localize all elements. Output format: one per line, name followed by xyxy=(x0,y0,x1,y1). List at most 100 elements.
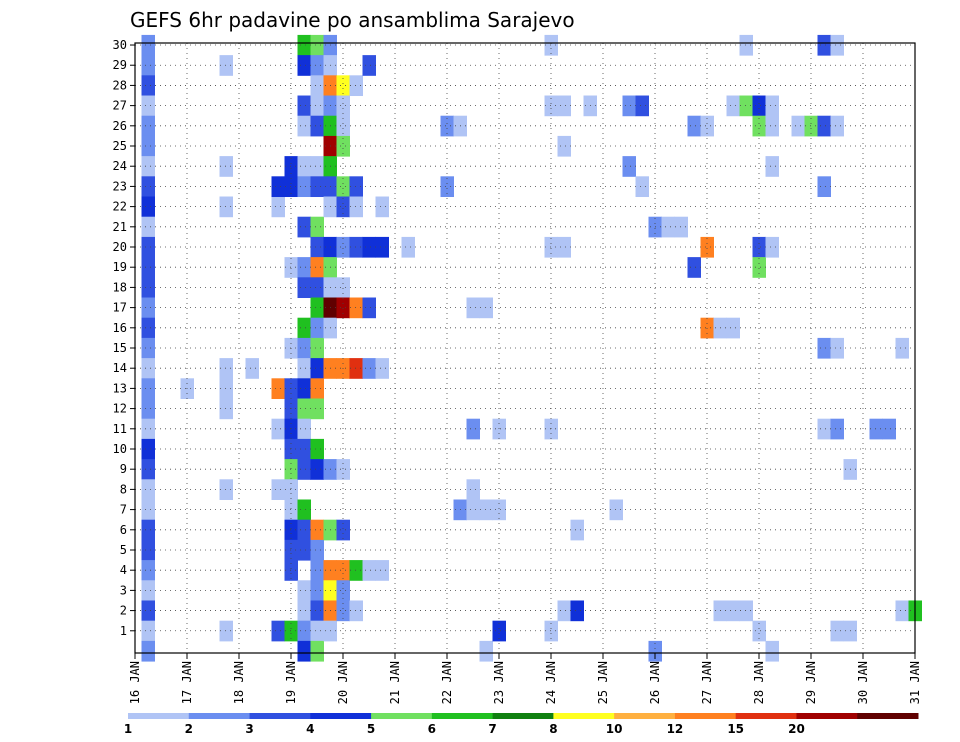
heatmap-cell xyxy=(622,95,636,117)
colorbar-swatch xyxy=(614,713,676,719)
y-tick-label: 24 xyxy=(113,159,127,173)
x-tick-label: 22 JAN xyxy=(440,661,454,704)
heatmap-cell xyxy=(830,115,844,137)
heatmap-cell xyxy=(310,115,324,137)
heatmap-cell xyxy=(141,620,155,642)
y-tick-label: 25 xyxy=(113,139,127,153)
grid-lines xyxy=(134,43,916,653)
heatmap-cell xyxy=(492,499,506,521)
colorbar-tick-label: 7 xyxy=(488,722,496,736)
heatmap-cell xyxy=(479,640,493,662)
heatmap-cell xyxy=(336,600,350,622)
heatmap-cell xyxy=(284,257,298,278)
heatmap-cell xyxy=(141,499,155,521)
colorbar-swatch xyxy=(249,713,311,719)
heatmap-cell xyxy=(310,378,324,399)
x-tick-label: 29 JAN xyxy=(804,661,818,704)
heatmap-cell xyxy=(557,236,571,258)
heatmap-cell xyxy=(739,34,753,56)
heatmap-cell xyxy=(336,196,350,218)
y-tick-label: 26 xyxy=(113,119,127,133)
heatmap-cell xyxy=(336,236,350,258)
x-tick-label: 26 JAN xyxy=(648,661,662,704)
heatmap-cell xyxy=(271,378,285,399)
heatmap-cell xyxy=(336,95,350,117)
heatmap-cell xyxy=(141,580,155,601)
heatmap-cell xyxy=(765,236,779,258)
heatmap-cell xyxy=(297,640,311,662)
heatmap-cell xyxy=(310,176,324,198)
colorbar-swatch xyxy=(431,713,494,719)
heatmap-cell xyxy=(141,337,155,359)
x-tick-label: 31 JAN xyxy=(908,661,922,704)
heatmap-cell xyxy=(245,358,259,379)
heatmap-cell xyxy=(310,580,324,601)
heatmap-cell xyxy=(830,620,844,642)
heatmap-cell xyxy=(752,95,766,117)
heatmap-cell xyxy=(297,216,311,238)
heatmap-cell xyxy=(141,600,155,622)
heatmap-cell xyxy=(570,519,584,541)
heatmap-cell xyxy=(284,560,298,581)
heatmap-cell xyxy=(648,640,662,662)
y-tick-label: 21 xyxy=(113,220,127,234)
heatmap-cell xyxy=(752,257,766,278)
y-tick-label: 16 xyxy=(113,321,127,335)
heatmap-cell xyxy=(310,600,324,622)
heatmap-cell xyxy=(336,297,350,319)
colorbar-swatch xyxy=(128,713,190,719)
heatmap-cell xyxy=(284,459,298,480)
heatmap-cell xyxy=(297,176,311,198)
heatmap-cell xyxy=(297,95,311,117)
heatmap-cell xyxy=(310,438,324,460)
heatmap-cell xyxy=(284,499,298,521)
heatmap-cell xyxy=(141,560,155,581)
y-tick-label: 3 xyxy=(120,583,127,597)
heatmap-cell xyxy=(297,317,311,339)
chart-title: GEFS 6hr padavine po ansamblima Sarajevo xyxy=(130,8,575,32)
heatmap-cell xyxy=(141,459,155,480)
y-tick-label: 7 xyxy=(120,503,127,517)
heatmap-cell xyxy=(297,600,311,622)
heatmap-cell xyxy=(141,95,155,117)
colorbar-swatch xyxy=(310,713,372,719)
colorbar-ticks: 1 2 3 4 5 6 7 8 10 12 15 20 xyxy=(124,722,805,736)
heatmap-cell xyxy=(765,95,779,117)
heatmap-cell xyxy=(141,297,155,319)
heatmap-cell xyxy=(739,600,753,622)
heatmap-cell xyxy=(310,620,324,642)
colorbar-swatch xyxy=(796,713,858,719)
heatmap-cell xyxy=(401,236,415,258)
heatmap-cell xyxy=(544,620,558,642)
heatmap-cell xyxy=(141,519,155,541)
colorbar-swatch xyxy=(553,713,615,719)
y-tick-label: 5 xyxy=(120,543,127,557)
heatmap-cell xyxy=(310,75,324,97)
heatmap-cell xyxy=(609,499,623,521)
colorbar-tick-label: 4 xyxy=(306,722,314,736)
heatmap-cell xyxy=(479,499,493,521)
y-tick-label: 27 xyxy=(113,99,127,113)
heatmap-cell xyxy=(141,438,155,460)
heatmap-cell xyxy=(362,55,376,76)
heatmap-cell xyxy=(141,479,155,500)
heatmap-cell xyxy=(466,418,480,440)
heatmap-cell xyxy=(466,479,480,500)
heatmap-cell xyxy=(284,479,298,500)
x-tick-label: 20 JAN xyxy=(336,661,350,704)
heatmap-cell xyxy=(349,176,363,198)
y-tick-label: 8 xyxy=(120,482,127,496)
heatmap-cell xyxy=(752,115,766,137)
heatmap-cell xyxy=(219,55,233,76)
heatmap-cell xyxy=(557,95,571,117)
y-tick-label: 10 xyxy=(113,442,127,456)
x-tick-label: 27 JAN xyxy=(700,661,714,704)
y-axis-ticks: 1234567891011121314151617181920212223242… xyxy=(113,38,135,638)
heatmap-cell xyxy=(882,418,896,440)
heatmap-cell xyxy=(726,317,740,339)
heatmap-cell xyxy=(284,438,298,460)
heatmap-cell xyxy=(297,156,311,177)
y-tick-label: 12 xyxy=(113,402,127,416)
heatmap-cell xyxy=(726,600,740,622)
